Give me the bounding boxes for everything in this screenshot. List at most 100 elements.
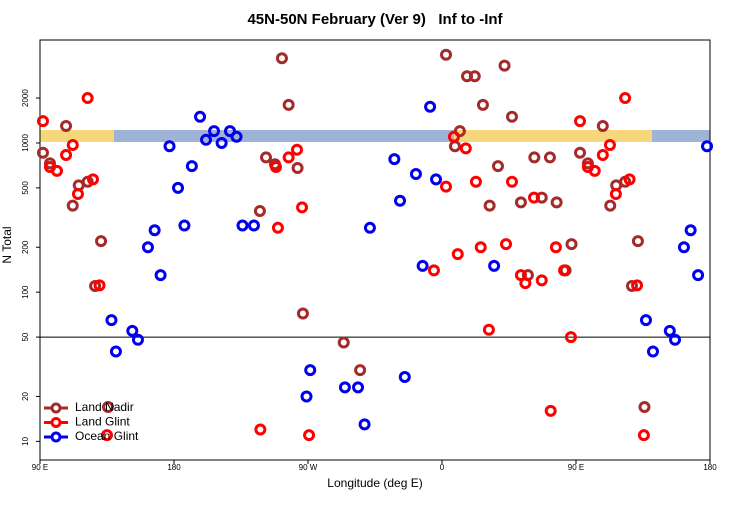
data-point	[639, 314, 652, 327]
data-point	[550, 196, 563, 209]
data-point	[596, 149, 609, 162]
data-point	[603, 138, 616, 151]
data-point	[468, 70, 481, 83]
data-point	[60, 119, 73, 132]
legend-label: Land Nadir	[75, 400, 134, 414]
data-point	[424, 100, 437, 113]
data-point	[669, 333, 682, 346]
data-point	[105, 314, 118, 327]
data-point	[291, 161, 304, 174]
data-point	[427, 264, 440, 277]
data-point	[296, 307, 309, 320]
data-point	[337, 336, 350, 349]
y-tick-label: 50	[21, 332, 30, 341]
data-point	[253, 204, 266, 217]
data-point	[482, 323, 495, 336]
data-point	[200, 133, 213, 146]
legend-label: Ocean Glint	[75, 429, 139, 443]
data-point	[637, 429, 650, 442]
data-point	[646, 345, 659, 358]
data-point	[36, 115, 49, 128]
data-point	[491, 160, 504, 173]
data-point	[447, 130, 460, 143]
legend-marker	[50, 431, 62, 443]
data-point	[409, 167, 422, 180]
data-point	[505, 110, 518, 123]
data-point	[519, 277, 532, 290]
data-point	[185, 160, 198, 173]
data-point	[358, 418, 371, 431]
data-point	[131, 333, 144, 346]
data-point	[363, 221, 376, 234]
data-point	[430, 173, 443, 186]
x-tick-label: 90 E	[32, 463, 48, 472]
data-point	[194, 110, 207, 123]
x-tick-label: 180	[167, 463, 181, 472]
x-axis-label: Longitude (deg E)	[327, 476, 422, 490]
y-tick-label: 10	[21, 436, 30, 445]
data-point	[535, 274, 548, 287]
data-point	[338, 381, 351, 394]
data-point	[440, 180, 453, 193]
data-point	[66, 199, 79, 212]
data-point	[236, 219, 249, 232]
data-point	[564, 331, 577, 344]
data-point	[596, 119, 609, 132]
data-point	[172, 181, 185, 194]
data-point	[282, 98, 295, 111]
data-point	[416, 259, 429, 272]
legend-label: Land Glint	[75, 415, 130, 429]
y-tick-label: 100	[21, 285, 30, 299]
x-tick-label: 180	[703, 463, 717, 472]
data-point	[303, 429, 316, 442]
y-tick-label: 1000	[21, 134, 30, 152]
data-point	[483, 199, 496, 212]
data-point	[488, 259, 501, 272]
data-point	[126, 324, 139, 337]
data-point	[230, 130, 243, 143]
data-point	[304, 364, 317, 377]
y-axis-label: N Total	[0, 226, 14, 263]
data-point	[528, 151, 541, 164]
y-tick-label: 200	[21, 240, 30, 254]
ocean-band	[114, 130, 454, 142]
y-tick-label: 500	[21, 181, 30, 195]
data-point	[588, 164, 601, 177]
data-point	[36, 146, 49, 159]
data-point	[275, 52, 288, 65]
data-point	[684, 224, 697, 237]
data-point	[619, 92, 632, 105]
data-point	[215, 136, 228, 149]
data-point	[282, 151, 295, 164]
data-point	[394, 194, 407, 207]
x-tick-label: 90 W	[299, 463, 318, 472]
data-point	[638, 400, 651, 413]
data-point	[528, 191, 541, 204]
data-point	[514, 196, 527, 209]
data-point	[154, 269, 167, 282]
data-point	[247, 219, 260, 232]
data-point	[631, 279, 644, 292]
data-point	[290, 143, 303, 156]
plot-frame	[39, 39, 711, 461]
data-point	[93, 279, 106, 292]
data-point	[66, 138, 79, 151]
data-point	[549, 241, 562, 254]
data-point	[663, 324, 676, 337]
data-point	[269, 161, 282, 174]
data-point	[625, 279, 638, 292]
data-point	[50, 164, 63, 177]
data-point	[141, 241, 154, 254]
chart-title: 45N-50N February (Ver 9) Inf to -Inf	[247, 11, 503, 28]
data-point	[505, 175, 518, 188]
data-point	[498, 59, 511, 72]
data-point	[544, 404, 557, 417]
data-point	[604, 199, 617, 212]
data-point	[271, 221, 284, 234]
data-point	[296, 201, 309, 214]
data-point	[208, 125, 221, 138]
ocean-band	[652, 130, 710, 142]
data-point	[102, 400, 115, 413]
data-point	[95, 235, 108, 248]
data-point	[163, 140, 176, 153]
